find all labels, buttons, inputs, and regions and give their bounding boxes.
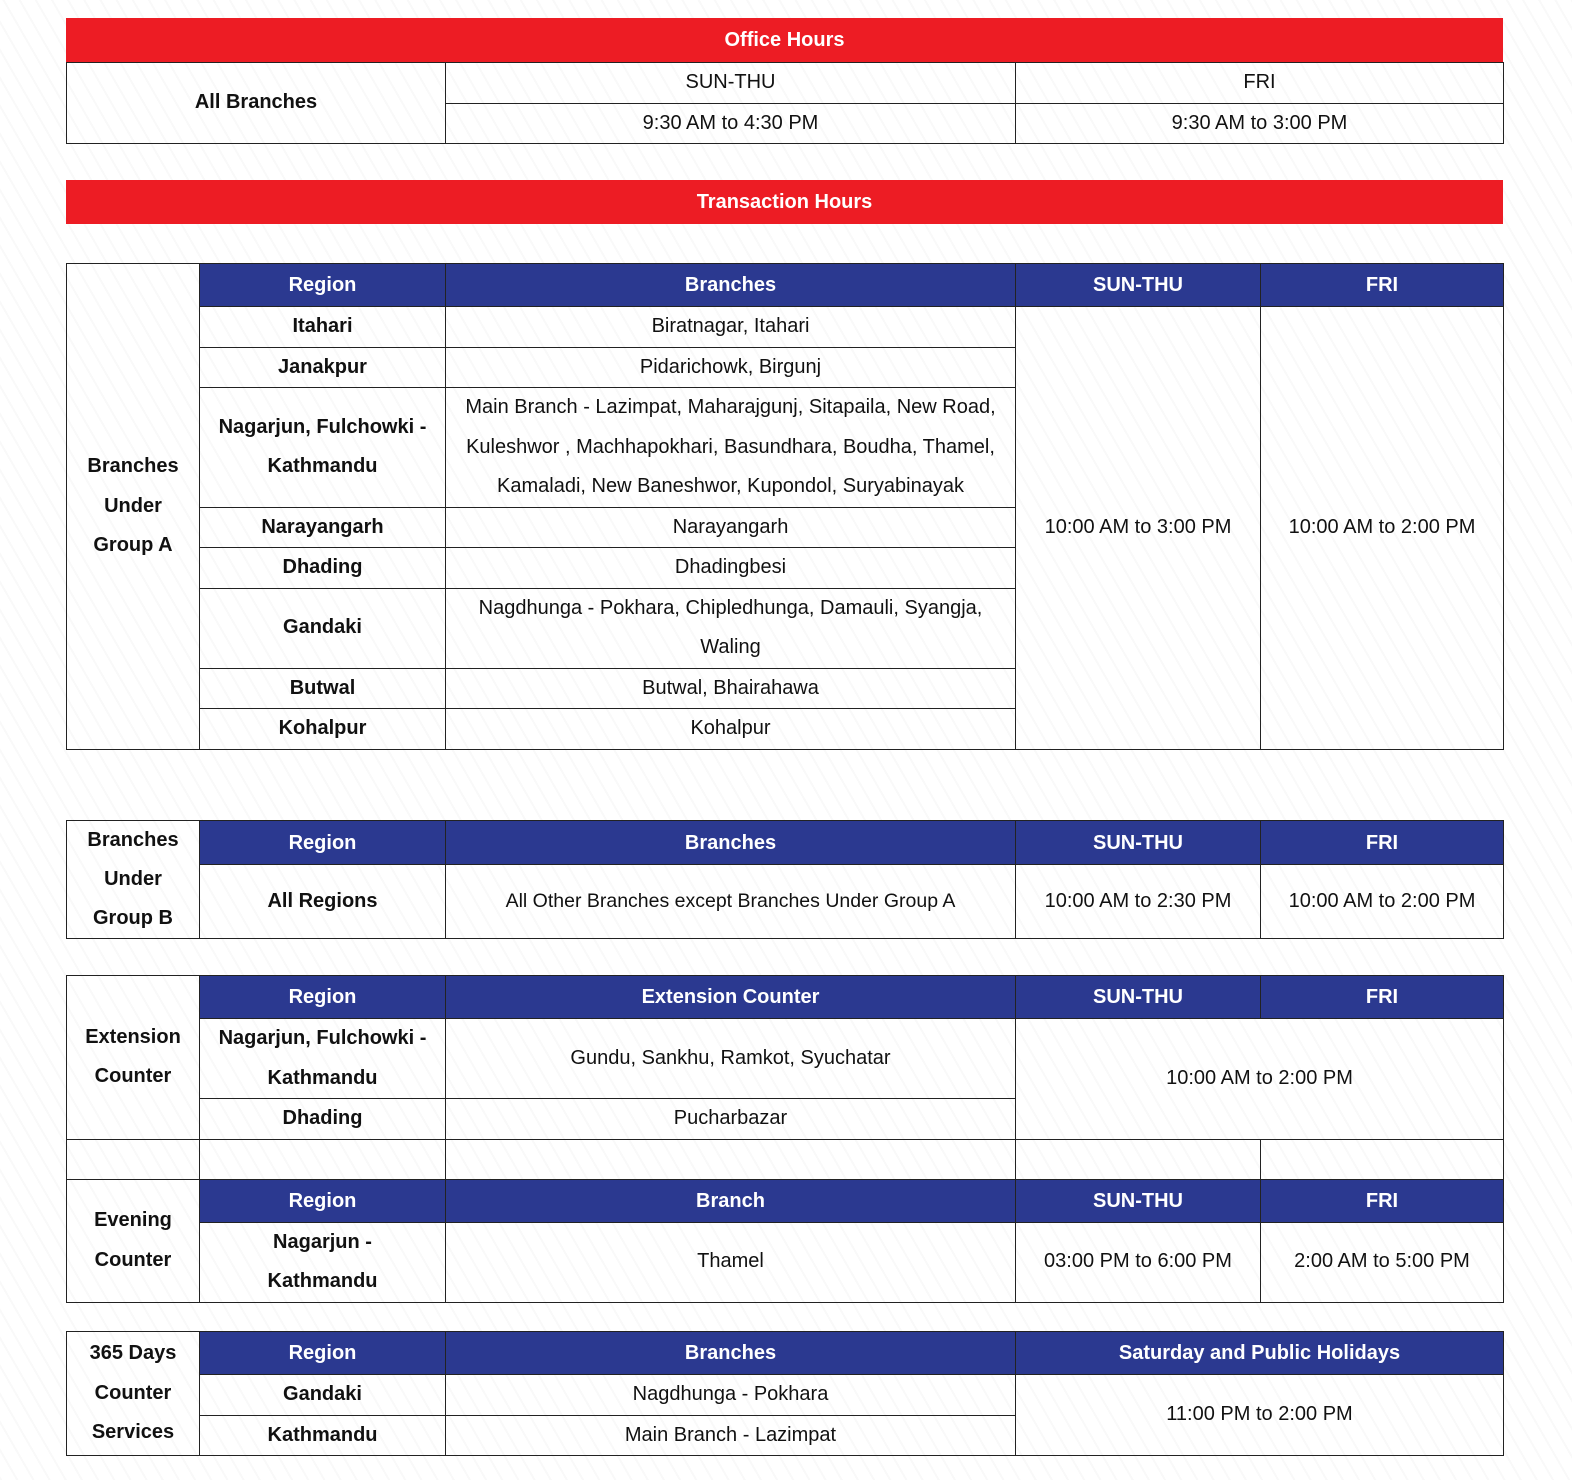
sun-thu-header: SUN-THU [1015,1178,1261,1223]
fri-header: FRI [1260,263,1504,307]
group-a-sun-thu-time: 10:00 AM to 3:00 PM [1015,306,1261,750]
days-365-time: 11:00 PM to 2:00 PM [1015,1374,1504,1456]
region-cell: Kohalpur [199,708,446,750]
sun-thu-header: SUN-THU [1015,819,1261,866]
office-sun-thu-time: 9:30 AM to 4:30 PM [445,102,1016,144]
group-a-fri-time: 10:00 AM to 2:00 PM [1260,306,1504,750]
region-cell: Gandaki [199,1374,446,1416]
empty-cell [1260,1138,1504,1180]
office-fri-time: 9:30 AM to 3:00 PM [1015,102,1504,144]
table-row: All Regions All Other Branches except Br… [67,864,1504,939]
table-row: Janakpur Pidarichowk, Birgunj [67,346,1504,388]
region-header: Region [199,975,446,1019]
extension-evening-table: Extension Counter Region Extension Counte… [66,975,1504,1303]
extension-counter-label: Extension Counter [66,975,200,1140]
table-row: Itahari Biratnagar, Itahari 10:00 AM to 3… [67,306,1504,750]
branches-cell: Dhadingbesi [445,547,1016,589]
table-row: Gandaki Nagdhunga - Pokhara, Chipledhunga… [67,587,1504,669]
fri-header: FRI [1260,1178,1504,1223]
table-row: Narayangarh Narayangarh [67,506,1504,548]
all-branches-label: All Branches [66,62,446,144]
table-row: Gandaki Nagdhunga - Pokhara 11:00 PM to … [67,1374,1504,1456]
days-365-label: 365 Days Counter Services [66,1331,200,1456]
table-row: Nagarjun, Fulchowki - Kathmandu Gundu, S… [67,1018,1504,1140]
office-hours-table: All Branches SUN-THU FRI 9:30 AM to 4:30… [66,62,1504,144]
extension-time: 10:00 AM to 2:00 PM [1015,1018,1504,1140]
region-cell: Itahari [199,306,446,348]
branches-cell: Main Branch - Lazimpat [445,1414,1016,1456]
branches-cell: Nagdhunga - Pokhara [445,1374,1016,1416]
branches-cell: Kohalpur [445,708,1016,750]
office-hours-banner: Office Hours [66,18,1503,62]
region-cell: Nagarjun, Fulchowki - Kathmandu [199,387,446,508]
branches-header: Branches [445,819,1016,866]
office-sun-thu-header: SUN-THU [445,62,1016,104]
region-cell: Gandaki [199,587,446,669]
sun-thu-header: SUN-THU [1015,975,1261,1019]
table-row: Butwal Butwal, Bhairahawa [67,667,1504,709]
days-365-table: 365 Days Counter Services Region Branches … [66,1331,1504,1456]
counter-cell: Pucharbazar [445,1098,1016,1140]
sun-thu-time: 10:00 AM to 2:30 PM [1015,864,1261,939]
region-header: Region [199,1178,446,1223]
region-cell: Dhading [199,1098,446,1140]
region-header: Region [199,819,446,866]
sat-holidays-header: Saturday and Public Holidays [1015,1331,1504,1375]
group-a-label: Branches Under Group A [66,263,200,750]
region-cell: Nagarjun, Fulchowki - Kathmandu [199,1018,446,1099]
sun-thu-time: 03:00 PM to 6:00 PM [1015,1221,1261,1303]
branches-cell: Biratnagar, Itahari [445,306,1016,348]
branch-cell: Thamel [445,1221,1016,1303]
region-cell: Butwal [199,667,446,709]
fri-time: 10:00 AM to 2:00 PM [1260,864,1504,939]
branches-cell: Butwal, Bhairahawa [445,667,1016,709]
empty-cell [1015,1138,1261,1180]
fri-header: FRI [1260,819,1504,866]
counter-cell: Gundu, Sankhu, Ramkot, Syuchatar [445,1018,1016,1099]
fri-time: 2:00 AM to 5:00 PM [1260,1221,1504,1303]
group-b-table: Branches Under Group B Region Branches SUN… [66,819,1504,939]
table-row: Nagarjun - Kathmandu Thamel 03:00 PM to … [67,1221,1504,1303]
office-fri-header: FRI [1015,62,1504,104]
branches-cell: Nagdhunga - Pokhara, Chipledhunga, Damau… [445,587,1016,669]
branches-cell: All Other Branches except Branches Under… [445,864,1016,939]
branches-cell: Main Branch - Lazimpat, Maharajgunj, Sit… [445,387,1016,508]
region-cell: Kathmandu [199,1414,446,1456]
group-b-label: Branches Under Group B [66,820,200,939]
region-cell: Dhading [199,547,446,589]
branches-cell: Narayangarh [445,506,1016,548]
table-row: Dhading Dhadingbesi [67,547,1504,589]
branches-header: Branches [445,263,1016,307]
branch-header: Branch [445,1178,1016,1223]
group-a-table: Branches Under Group A Region Branches SUN… [66,263,1504,750]
region-cell: Narayangarh [199,506,446,548]
transaction-hours-banner: Transaction Hours [66,180,1503,224]
region-header: Region [199,263,446,307]
empty-cell [66,1138,200,1180]
table-row: Dhading Pucharbazar [67,1098,1504,1140]
sun-thu-header: SUN-THU [1015,263,1261,307]
empty-cell [199,1138,446,1180]
branches-header: Branches [445,1331,1016,1375]
branches-cell: Pidarichowk, Birgunj [445,346,1016,388]
region-cell: Nagarjun - Kathmandu [199,1221,446,1303]
fri-header: FRI [1260,975,1504,1019]
table-row: Kathmandu Main Branch - Lazimpat [67,1414,1504,1456]
evening-counter-label: Evening Counter [66,1178,200,1303]
empty-row [66,1138,1504,1180]
region-header: Region [199,1331,446,1375]
extension-counter-header: Extension Counter [445,975,1016,1019]
region-cell: Janakpur [199,346,446,388]
empty-cell [445,1138,1016,1180]
table-row: Nagarjun, Fulchowki - Kathmandu Main Bran… [67,387,1504,508]
region-cell: All Regions [199,864,446,939]
table-row: Kohalpur Kohalpur [67,708,1504,750]
